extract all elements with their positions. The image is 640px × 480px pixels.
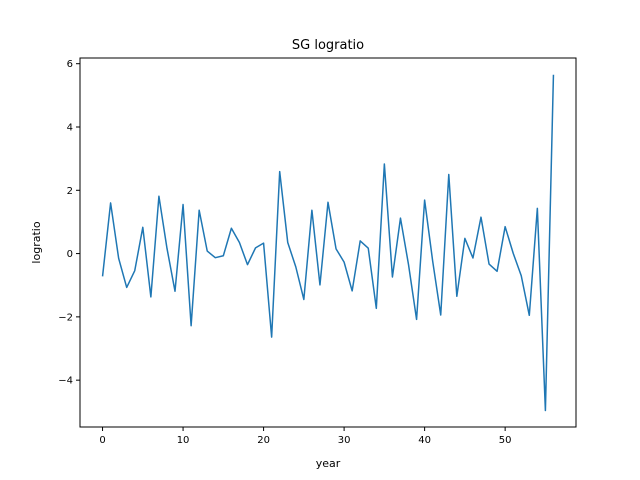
series-line-0: [101, 74, 555, 412]
series-group: [101, 74, 555, 412]
y-tick-label: 6: [67, 59, 73, 70]
chart-title: SG logratio: [292, 38, 364, 53]
y-axis-ticks: −4 −2 0 2 4 6: [58, 59, 80, 387]
x-tick-label: 0: [99, 435, 105, 446]
y-tick-label: 4: [67, 122, 73, 133]
x-tick-label: 50: [499, 435, 512, 446]
x-axis-ticks: 0 10 20 30 40 50: [99, 427, 512, 446]
x-tick-label: 30: [338, 435, 351, 446]
y-tick-label: −2: [58, 312, 73, 323]
x-tick-label: 40: [418, 435, 431, 446]
x-axis-label: year: [316, 457, 341, 470]
plot-frame: [79, 57, 577, 428]
y-tick-label: 2: [67, 186, 73, 197]
y-tick-label: −4: [58, 376, 73, 387]
x-tick-label: 10: [177, 435, 190, 446]
y-axis-label: logratio: [30, 221, 43, 263]
y-tick-label: 0: [67, 249, 73, 260]
x-tick-label: 20: [257, 435, 270, 446]
